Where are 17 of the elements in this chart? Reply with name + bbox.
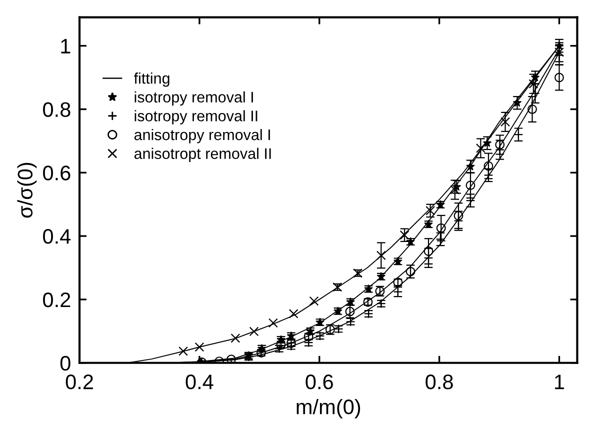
legend-label: isotropy removal II (134, 110, 258, 124)
y-axis-title: σ/σ(0) (17, 162, 37, 218)
x-tick-label: 1 (555, 374, 564, 390)
legend-label: anisotropt removal II (134, 148, 271, 162)
x-axis-title: m/m(0) (296, 398, 360, 418)
y-tick-label: 1 (61, 39, 70, 54)
legend-label: fitting (134, 72, 170, 87)
y-tick-label: 0.4 (43, 229, 71, 244)
legend-label: isotropy removal I (134, 91, 253, 106)
y-tick-label: 0.6 (43, 166, 70, 180)
y-tick-label: 0.8 (43, 102, 70, 117)
x-tick-label: 0.8 (426, 374, 453, 390)
legend-label: anisotropy removal I (134, 128, 270, 144)
x-tick-label: 0.6 (306, 374, 333, 390)
x-tick-label: 0.4 (186, 374, 214, 390)
y-tick-label: 0 (60, 356, 70, 371)
y-tick-label: 0.2 (43, 292, 70, 308)
